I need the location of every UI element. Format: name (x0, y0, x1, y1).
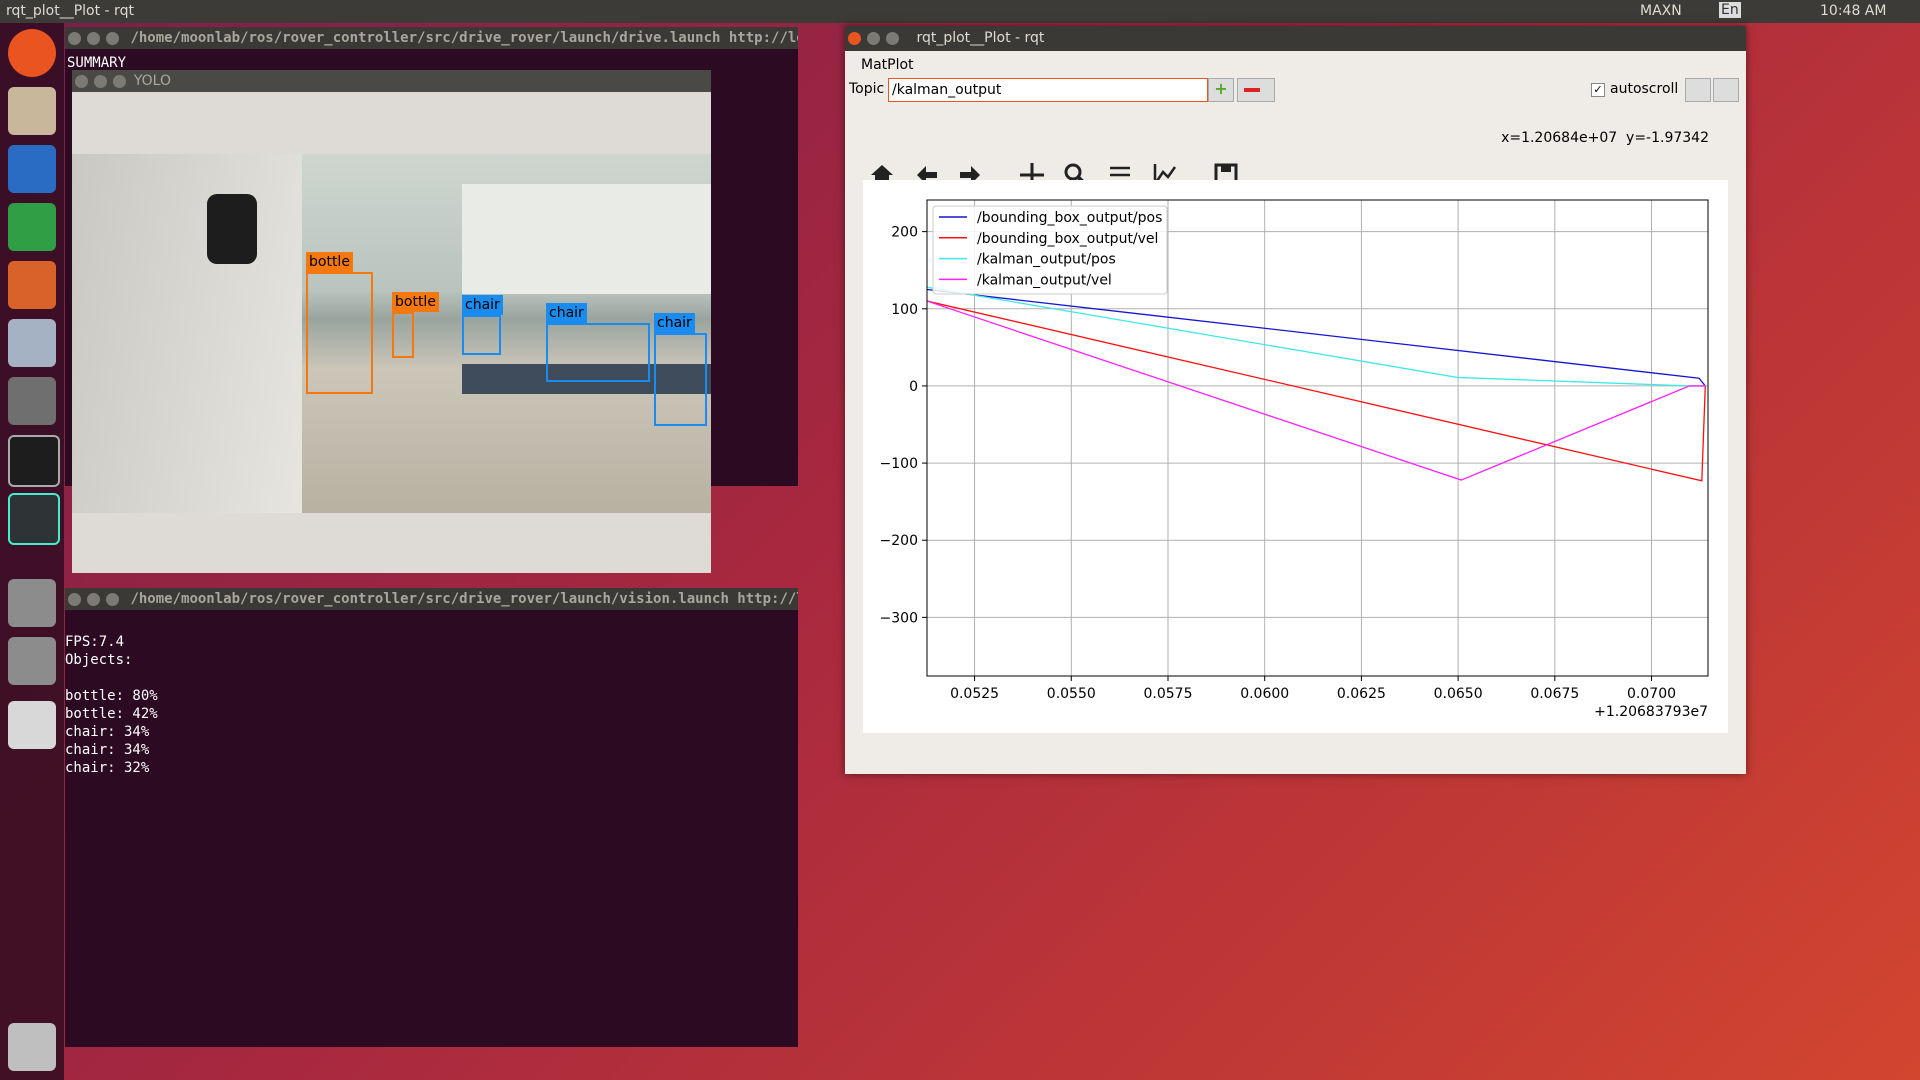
pause-button[interactable] (1685, 78, 1711, 102)
remove-button[interactable] (1237, 78, 1275, 102)
terminal-output: FPS:7.4 Objects: bottle: 80% bottle: 42% cha… (65, 633, 158, 777)
top-bar: rqt_plot__Plot - rqt MAXN En 10:48 AM (0, 0, 1920, 23)
x-tick-label: 0.0675 (1530, 686, 1579, 702)
launcher-icon[interactable] (8, 435, 60, 487)
window-title: YOLO (133, 73, 172, 89)
title-bar: rqt_plot__Plot - rqt (845, 26, 1746, 51)
yolo-window: YOLO bottle bottle chair chair chair (72, 70, 711, 573)
terminal-line: FPS:7.4 (65, 634, 125, 650)
indicator[interactable]: MAXN (1640, 3, 1682, 19)
back-button[interactable] (912, 160, 942, 190)
launcher-icon[interactable] (8, 701, 56, 749)
terminal-window: /home/moonlab/ros/rover_controller/src/d… (65, 588, 798, 1047)
launcher (0, 23, 64, 1080)
plot-figure: 0.0525 0.0550 0.0575 0.0600 0.0625 0.0650 0.06… (863, 180, 1728, 733)
legend-label: /kalman_output/vel (977, 272, 1112, 288)
indicator[interactable]: En (1719, 2, 1741, 18)
plugin-title: MatPlot (861, 57, 914, 73)
y-tick-label: 200 (891, 225, 918, 241)
x-tick-label: 0.0700 (1627, 686, 1676, 702)
checkbox[interactable]: ✓ (1591, 83, 1605, 97)
x-tick-label: 0.0625 (1337, 686, 1386, 702)
camera-image: bottle bottle chair chair chair (72, 154, 711, 513)
cursor-readout: x=1.20684e+07 y=-1.97342 (1501, 130, 1709, 146)
x-tick-label: 0.0550 (1047, 686, 1096, 702)
launcher-icon[interactable] (8, 319, 56, 367)
clear-button[interactable] (1713, 78, 1739, 102)
terminal-line: bottle: 42% (65, 706, 158, 722)
y-tick-label: 0 (909, 379, 918, 395)
series-line (926, 300, 1706, 482)
window-title: /home/moonlab/ros/rover_controller/src/d… (130, 30, 798, 46)
legend-label: /bounding_box_output/pos (977, 210, 1162, 226)
y-tick-label: −100 (880, 456, 918, 472)
y-tick-label: −300 (880, 610, 918, 626)
launcher-icon[interactable] (8, 637, 56, 685)
topic-label: Topic (849, 81, 885, 97)
clock[interactable]: 10:48 AM (1820, 3, 1887, 19)
terminal-line: chair: 34% (65, 724, 150, 740)
window-title: rqt_plot__Plot - rqt (916, 30, 1045, 46)
series-line (926, 288, 1706, 387)
x-tick-label: 0.0650 (1434, 686, 1483, 702)
launcher-icon[interactable] (8, 261, 56, 309)
title-bar: /home/moonlab/ros/rover_controller/src/d… (65, 588, 798, 610)
launcher-icon[interactable] (8, 145, 56, 193)
terminal-line: SUMMARY (67, 55, 127, 71)
launcher-icon[interactable] (8, 87, 56, 135)
y-tick-label: −200 (880, 533, 918, 549)
topic-input[interactable]: /kalman_output (888, 78, 1208, 102)
active-window-title: rqt_plot__Plot - rqt (6, 3, 134, 19)
forward-button[interactable] (955, 160, 985, 190)
legend-box (932, 205, 1168, 295)
title-bar: /home/moonlab/ros/rover_controller/src/d… (65, 27, 798, 49)
terminal-output: SUMMARY (67, 54, 126, 72)
detection-box: chair (654, 313, 707, 426)
y-tick-label: 100 (891, 302, 918, 318)
terminal-line: chair: 34% (65, 742, 150, 758)
terminal-line: chair: 32% (65, 760, 150, 776)
launcher-icon[interactable] (8, 493, 60, 545)
legend-label: /bounding_box_output/vel (977, 231, 1158, 247)
detection-box: bottle (306, 252, 373, 394)
title-bar: YOLO (72, 70, 711, 92)
legend-label: /kalman_output/pos (977, 252, 1116, 268)
autoscroll-label: autoscroll (1610, 81, 1679, 97)
add-button[interactable]: + (1208, 78, 1234, 102)
terminal-line: bottle: 80% (65, 688, 158, 704)
plot-frame (926, 199, 1709, 677)
detection-box: chair (546, 303, 650, 382)
x-offset-label: +1.20683793e7 (1594, 704, 1708, 720)
launcher-icon[interactable] (8, 1023, 56, 1071)
launcher-icon[interactable] (8, 579, 56, 627)
detection-box: chair (462, 295, 503, 355)
detection-box: bottle (392, 292, 439, 358)
window-title: /home/moonlab/ros/rover_controller/src/d… (130, 591, 798, 607)
x-tick-label: 0.0600 (1240, 686, 1289, 702)
terminal-line: Objects: (65, 652, 133, 668)
launcher-icon[interactable] (8, 377, 56, 425)
x-tick-label: 0.0575 (1143, 686, 1192, 702)
x-tick-label: 0.0525 (950, 686, 999, 702)
series-line (926, 300, 1706, 481)
launcher-icon[interactable] (8, 203, 56, 251)
launcher-icon[interactable] (8, 29, 56, 77)
